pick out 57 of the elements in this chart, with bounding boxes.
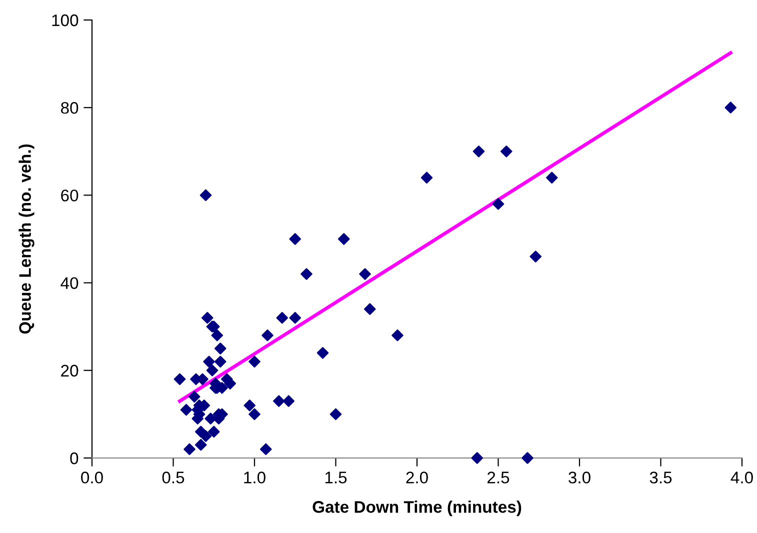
x-tick-label: 3.0 <box>568 472 590 484</box>
point <box>530 250 542 262</box>
point <box>471 452 484 464</box>
point <box>203 356 215 368</box>
point <box>522 452 534 464</box>
y-tick-label: 80 <box>60 102 78 114</box>
point <box>214 356 226 368</box>
x-tick-label: 3.5 <box>650 472 672 484</box>
point <box>262 329 274 342</box>
point <box>272 395 285 407</box>
point <box>200 189 212 202</box>
point <box>330 408 342 420</box>
point <box>194 438 207 451</box>
point <box>201 312 214 324</box>
y-axis-title: Queue Length (no. veh.) <box>18 144 34 334</box>
y-tick-label: 100 <box>52 14 78 26</box>
x-tick-label: 4.0 <box>730 472 753 484</box>
x-tick-label: 2.5 <box>488 472 510 484</box>
y-tick-label: 20 <box>61 364 78 377</box>
point <box>206 364 218 376</box>
point <box>260 443 272 456</box>
point <box>316 346 329 359</box>
point <box>276 312 288 324</box>
x-tick-label: 2.0 <box>406 472 428 484</box>
point <box>208 426 220 438</box>
point <box>211 329 224 342</box>
point <box>392 329 404 342</box>
y-tick-label: 40 <box>60 277 78 290</box>
point <box>248 356 260 368</box>
point <box>338 233 350 245</box>
y-tick-label: 0 <box>70 452 78 464</box>
x-tick-label: 0.5 <box>162 472 184 484</box>
point <box>188 390 200 403</box>
point <box>472 146 485 158</box>
point <box>546 172 558 184</box>
point <box>282 395 295 407</box>
point <box>200 430 212 442</box>
point <box>724 102 737 114</box>
point <box>300 268 312 280</box>
point <box>214 342 226 354</box>
x-tick-label: 0.0 <box>81 472 103 484</box>
point <box>289 233 302 245</box>
point <box>244 400 256 412</box>
point <box>184 443 196 456</box>
x-tick-label: 1.5 <box>325 472 347 484</box>
x-tick-label: 1.0 <box>244 472 266 484</box>
point <box>492 198 504 210</box>
point <box>174 373 186 386</box>
point <box>500 146 512 158</box>
point <box>364 303 376 315</box>
point <box>180 404 192 416</box>
y-tick-label: 60 <box>61 190 78 202</box>
x-axis-title: Gate Down Time (minutes) <box>312 500 522 516</box>
point <box>420 172 433 184</box>
point <box>359 268 371 280</box>
point <box>248 408 260 420</box>
point <box>289 312 302 324</box>
